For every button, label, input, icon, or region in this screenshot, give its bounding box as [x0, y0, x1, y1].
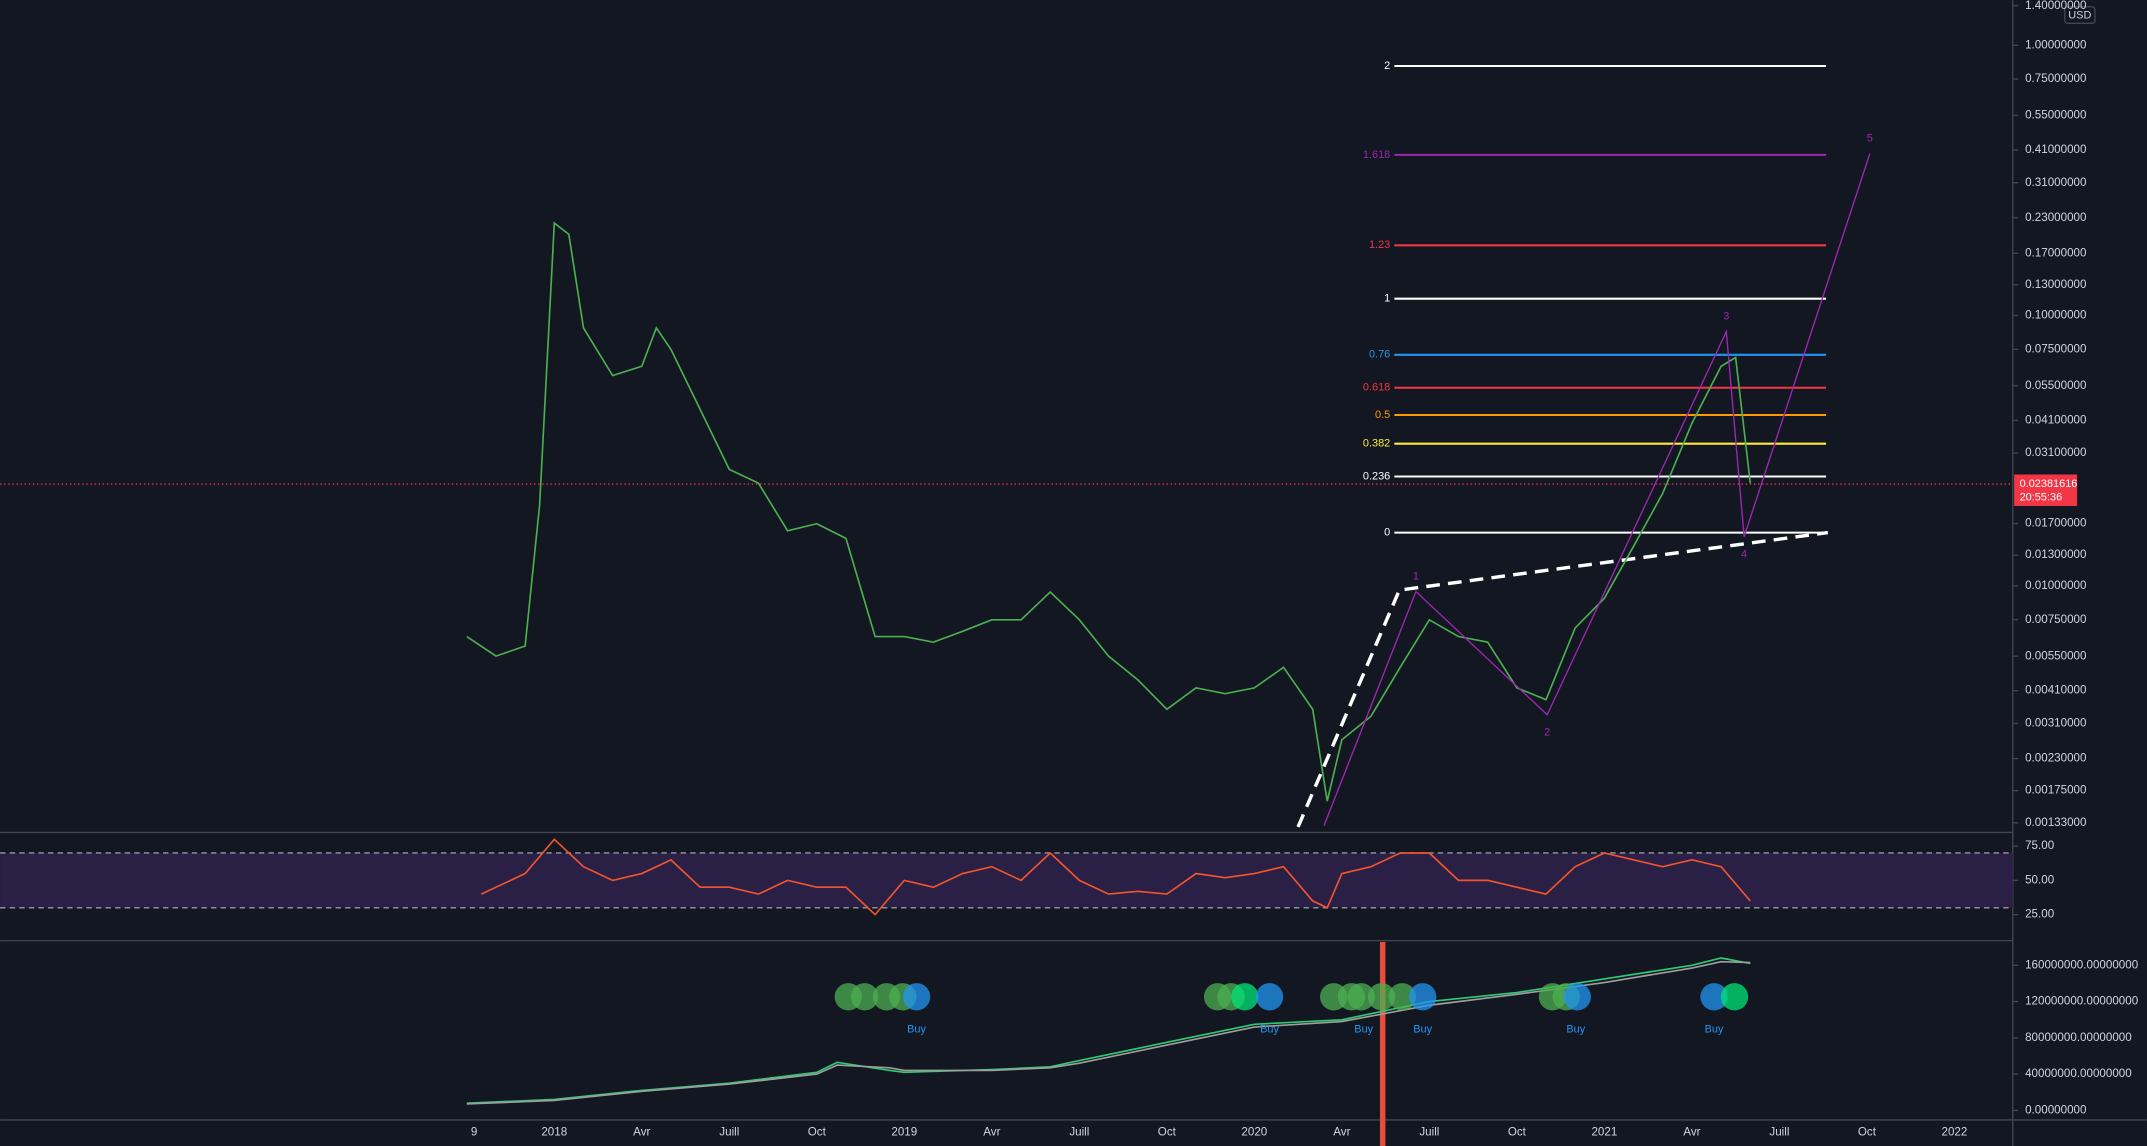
countdown-label: 20:55:36	[2020, 492, 2063, 504]
y-tick-label: 0.01300000	[2025, 548, 2087, 561]
y-tick-label: 0.00750000	[2025, 613, 2087, 626]
signal-bubble	[1367, 983, 1396, 1011]
x-tick-label: 9	[471, 1125, 477, 1138]
y-tick-label: 0.13000000	[2025, 278, 2087, 291]
currency-label: USD	[2068, 10, 2091, 22]
x-tick-label: Oct	[1508, 1125, 1527, 1138]
signal-label: Buy	[1705, 1024, 1724, 1036]
y-tick-label: 50.00	[2025, 873, 2055, 886]
y-tick-label: 0.01700000	[2025, 517, 2087, 530]
x-tick-label: Avr	[1333, 1125, 1350, 1138]
x-tick-label: Avr	[1683, 1125, 1700, 1138]
y-tick-label: 80000000.00000000	[2025, 1031, 2132, 1044]
y-tick-label: 0.00000000	[2025, 1103, 2087, 1116]
y-tick-label: 0.05500000	[2025, 379, 2087, 392]
x-tick-label: Juill	[1769, 1125, 1789, 1138]
signal-bubble	[1347, 983, 1375, 1011]
signal-bubble	[1700, 983, 1728, 1011]
wave-label: 3	[1723, 310, 1729, 322]
y-tick-label: 120000000.00000000	[2025, 995, 2139, 1008]
signal-bubble	[1563, 983, 1591, 1011]
y-tick-label: 160000000.00000000	[2025, 958, 2139, 971]
x-tick-label: 2020	[1241, 1125, 1267, 1138]
y-tick-label: 0.41000000	[2025, 143, 2087, 156]
fib-label: 0.76	[1369, 349, 1390, 361]
y-tick-label: 0.00310000	[2025, 717, 2087, 730]
x-tick-label: Avr	[983, 1125, 1000, 1138]
fib-label: 0.618	[1363, 382, 1390, 394]
signal-bubble	[1231, 983, 1259, 1011]
y-tick-label: 0.07500000	[2025, 342, 2087, 355]
fib-label: 0.236	[1363, 470, 1390, 482]
fib-label: 1.618	[1363, 149, 1390, 161]
signal-bubble	[1408, 983, 1437, 1011]
x-tick-label: Juill	[719, 1125, 739, 1138]
signal-label: Buy	[1413, 1024, 1432, 1036]
series-line	[466, 221, 1752, 802]
wave-label: 4	[1741, 549, 1747, 561]
y-tick-label: 0.00175000	[2025, 784, 2087, 797]
signal-label: Buy	[1260, 1024, 1279, 1036]
y-tick-label: 0.03100000	[2025, 446, 2087, 459]
y-tick-label: 0.00410000	[2025, 684, 2087, 697]
wave-label: 5	[1867, 133, 1873, 145]
wave-label: 1	[1413, 570, 1419, 582]
y-tick-label: 0.10000000	[2025, 309, 2087, 322]
last-price-label: 0.02381616	[2020, 478, 2078, 490]
signal-bubble	[850, 983, 879, 1011]
x-tick-label: 2018	[541, 1125, 567, 1138]
series-line	[466, 957, 1751, 1104]
signal-label: Buy	[1354, 1024, 1373, 1036]
fib-label: 1	[1384, 293, 1390, 305]
y-tick-label: 25.00	[2025, 908, 2055, 921]
x-tick-label: Juill	[1069, 1125, 1089, 1138]
fib-label: 0.382	[1363, 438, 1390, 450]
y-tick-label: 0.04100000	[2025, 413, 2087, 426]
y-tick-label: 1.00000000	[2025, 38, 2087, 51]
y-tick-label: 0.31000000	[2025, 176, 2087, 189]
signal-bubble	[902, 983, 931, 1011]
fib-label: 2	[1384, 60, 1390, 72]
x-tick-label: 2021	[1591, 1125, 1617, 1138]
signal-bubble	[1720, 983, 1749, 1011]
y-tick-label: 0.01000000	[2025, 579, 2087, 592]
series-line	[466, 960, 1751, 1105]
series-line	[480, 838, 1751, 916]
y-tick-label: 75.00	[2025, 839, 2055, 852]
signal-bubble	[1388, 983, 1416, 1011]
y-tick-label: 40000000.00000000	[2025, 1067, 2132, 1080]
fib-label: 0.5	[1375, 409, 1390, 421]
wave-label: 2	[1544, 726, 1550, 738]
signal-label: Buy	[907, 1024, 926, 1036]
x-tick-label: Oct	[808, 1125, 827, 1138]
last-price-box	[2014, 474, 2078, 506]
wave-line	[1323, 153, 1871, 826]
signal-label: Buy	[1566, 1024, 1585, 1036]
y-tick-label: 0.00133000	[2025, 816, 2087, 829]
y-tick-label: 0.00550000	[2025, 649, 2087, 662]
y-tick-label: 0.00230000	[2025, 752, 2087, 765]
fib-label: 0	[1384, 527, 1390, 539]
x-tick-label: 2022	[1941, 1125, 1967, 1138]
currency-box	[2064, 6, 2096, 24]
signal-bubble	[1255, 983, 1284, 1011]
y-tick-label: 0.75000000	[2025, 72, 2087, 85]
x-tick-label: Juill	[1419, 1125, 1439, 1138]
fib-label: 1.23	[1369, 239, 1390, 251]
rsi-band	[0, 852, 2013, 908]
y-tick-label: 0.23000000	[2025, 211, 2087, 224]
x-tick-label: Oct	[1158, 1125, 1177, 1138]
y-tick-label: 1.40000000	[2025, 0, 2087, 12]
x-tick-label: Avr	[633, 1125, 650, 1138]
x-tick-label: 2019	[891, 1125, 917, 1138]
x-tick-label: Oct	[1858, 1125, 1877, 1138]
y-tick-label: 0.55000000	[2025, 109, 2087, 122]
marker-bar	[1379, 941, 1386, 1146]
y-tick-label: 0.17000000	[2025, 246, 2087, 259]
